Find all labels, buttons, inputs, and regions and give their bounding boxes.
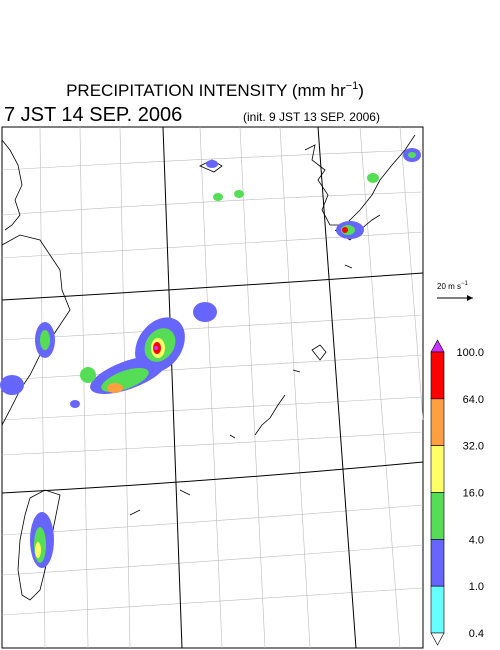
title: PRECIPITATION INTENSITY (mm hr−1) bbox=[66, 80, 364, 100]
colorbar-segment bbox=[430, 492, 445, 540]
colorbar: 100.0 64.0 32.0 16.0 4.0 1.0 0.4 bbox=[430, 339, 484, 646]
wind-scale-text: 20 m s bbox=[437, 282, 461, 291]
wind-scale-superscript: −1 bbox=[461, 281, 469, 287]
colorbar-label: 32.0 bbox=[463, 441, 484, 453]
coastlines bbox=[1, 134, 416, 601]
colorbar-label: 16.0 bbox=[463, 488, 484, 500]
colorbar-top-triangle bbox=[430, 339, 445, 353]
colorbar-label: 0.4 bbox=[469, 628, 484, 640]
map-frame bbox=[1, 126, 424, 649]
wind-scale-label: 20 m s−1 bbox=[437, 281, 469, 291]
title-superscript: −1 bbox=[346, 80, 359, 92]
wind-arrowhead bbox=[467, 295, 473, 301]
colorbar-label: 4.0 bbox=[469, 534, 484, 546]
colorbar-segment bbox=[430, 398, 445, 446]
colorbar-label: 64.0 bbox=[463, 394, 484, 406]
colorbar-label: 100.0 bbox=[456, 347, 484, 359]
init-time: (init. 9 JST 13 SEP. 2006) bbox=[243, 110, 380, 124]
map bbox=[0, 126, 424, 649]
colorbar-segment bbox=[430, 585, 445, 634]
valid-time: 7 JST 14 SEP. 2006 bbox=[4, 104, 182, 126]
colorbar-bottom-triangle bbox=[430, 632, 445, 646]
precipitation bbox=[0, 148, 421, 568]
title-text: PRECIPITATION INTENSITY (mm hr bbox=[66, 81, 346, 100]
colorbar-segment bbox=[430, 539, 445, 587]
wind-scale: 20 m s−1 bbox=[437, 281, 473, 301]
colorbar-label: 1.0 bbox=[469, 581, 484, 593]
colorbar-segment bbox=[430, 351, 445, 400]
title-close: ) bbox=[358, 81, 364, 100]
colorbar-segment bbox=[430, 445, 445, 493]
